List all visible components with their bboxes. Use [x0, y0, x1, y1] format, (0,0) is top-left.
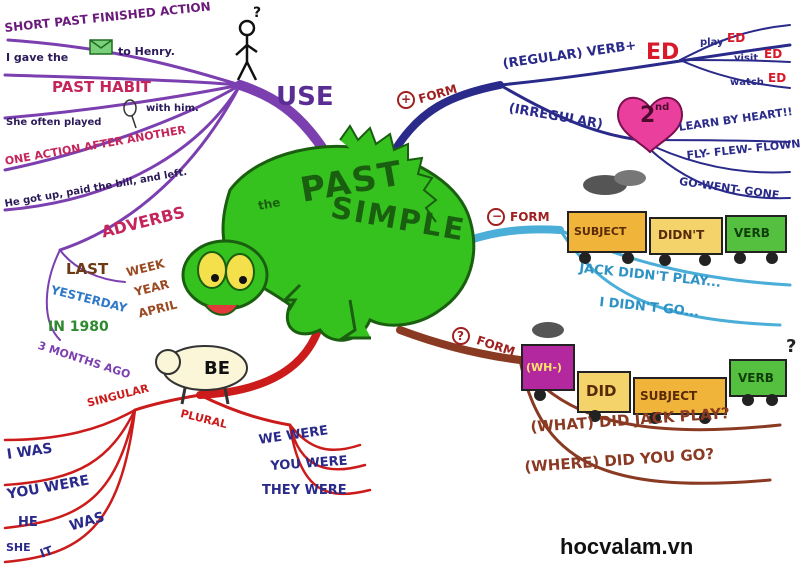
question-symbol: ? — [457, 329, 464, 343]
use-example-1b: to Henry. — [118, 45, 175, 58]
negative-form-label: FORM — [510, 210, 550, 224]
question-train-subject: SUBJECT — [640, 389, 698, 403]
positive-ex-watch: watch — [730, 77, 764, 88]
be-she: SHE — [6, 541, 31, 554]
negative-train — [567, 170, 787, 266]
positive-ex-visit: visit — [734, 53, 759, 64]
adverb-last: LAST — [66, 260, 109, 278]
heart-shape — [616, 96, 684, 154]
use-branch-lines — [3, 38, 335, 341]
positive-ex-visit-ed: ED — [764, 47, 783, 61]
use-heading: USE — [276, 82, 334, 112]
positive-ex-watch-ed: ED — [768, 71, 787, 85]
negative-train-didnt: DIDN'T — [658, 228, 705, 242]
be-label: BE — [204, 358, 231, 379]
sheep-illustration — [155, 345, 248, 405]
dinosaur-illustration — [181, 124, 476, 342]
tennis-racket-icon — [123, 99, 137, 129]
positive-branch-lines — [391, 24, 792, 200]
question-symbol-circle — [452, 327, 470, 345]
use-question-mark: ? — [253, 5, 262, 21]
question-train-did: DID — [586, 382, 617, 400]
question-train — [521, 322, 787, 424]
site-watermark: hocvalam.vn — [560, 534, 694, 559]
be-they-were: THEY WERE — [262, 483, 347, 498]
be-he: HE — [18, 515, 38, 530]
question-train-verb: VERB — [738, 371, 774, 385]
positive-ed: ED — [646, 40, 680, 65]
center-title-small: the — [256, 195, 282, 213]
negative-symbol-circle — [487, 208, 505, 226]
negative-train-verb: VERB — [734, 226, 770, 240]
positive-ex-play: play — [700, 37, 724, 48]
use-example-2a: She often played — [6, 117, 102, 128]
positive-ex-play-ed: ED — [727, 31, 746, 45]
use-example-1a: I gave the — [6, 51, 69, 64]
negative-train-subject: SUBJECT — [574, 225, 627, 238]
positive-symbol-circle — [397, 91, 415, 109]
thinking-stick-figure — [235, 19, 258, 81]
heart-number: 2 — [640, 103, 656, 128]
use-example-2b: with him. — [146, 103, 199, 114]
question-train-wh: (WH-) — [526, 361, 562, 374]
question-train-question-mark: ? — [786, 336, 797, 357]
envelope-icon — [89, 39, 113, 55]
negative-symbol: − — [492, 209, 503, 223]
positive-symbol: + — [401, 92, 412, 106]
use-past-habit: PAST HABIT — [52, 78, 151, 96]
adverb-in-1980: IN 1980 — [48, 319, 109, 335]
heart-number-sup: nd — [655, 102, 670, 113]
